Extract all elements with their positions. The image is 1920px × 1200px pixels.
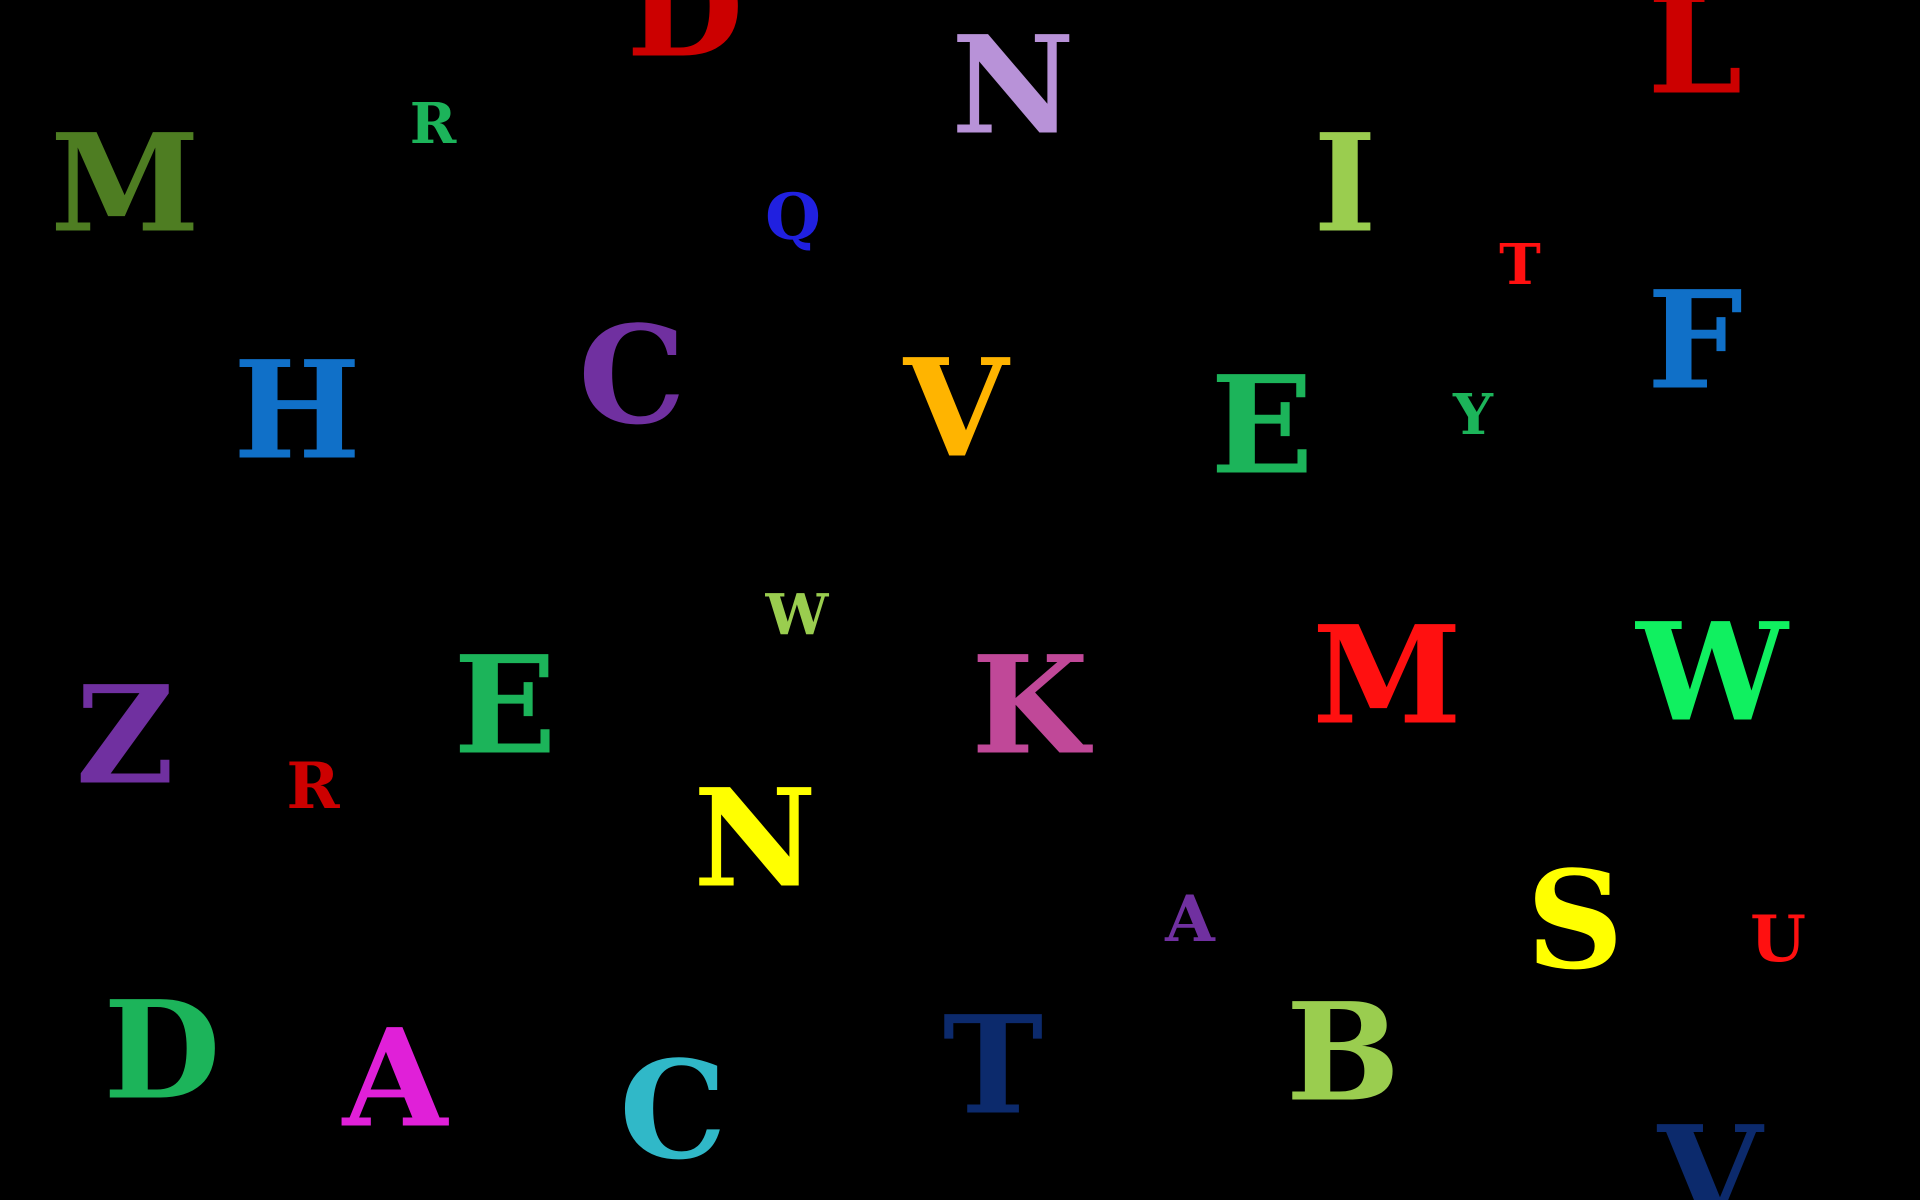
letter-w-small: W — [765, 582, 829, 648]
letter-t-small: T — [1499, 232, 1541, 298]
letter-u-small: U — [1750, 902, 1806, 977]
letter-d-top: D — [626, 0, 744, 88]
letter-w-large: W — [1636, 592, 1788, 752]
letter-m-right: M — [1312, 595, 1462, 755]
letter-v-bottom: V — [1657, 1095, 1763, 1200]
letter-l-top: L — [1647, 0, 1743, 125]
letter-b: B — [1285, 972, 1401, 1132]
letter-c-bottom: C — [619, 1030, 727, 1190]
letter-r-small-top: R — [409, 91, 457, 157]
letter-f: F — [1647, 260, 1743, 420]
letter-t-bottom: T — [942, 985, 1044, 1145]
letter-n-mid: N — [693, 758, 817, 918]
letter-v-mid: V — [903, 328, 1009, 488]
letter-s: S — [1526, 840, 1624, 1000]
letter-h: H — [233, 330, 361, 490]
letter-e-mid: E — [1210, 345, 1314, 505]
letter-r-small-left: R — [286, 749, 340, 824]
letter-d-bottom: D — [103, 970, 221, 1130]
letter-y-small: Y — [1453, 382, 1493, 448]
letter-i: I — [1313, 103, 1377, 263]
letter-e-left: E — [453, 625, 557, 785]
letter-m-left: M — [50, 103, 200, 263]
letter-a-small: A — [1165, 882, 1215, 957]
letter-a-bottom: A — [342, 998, 448, 1158]
letter-q-small: Q — [765, 180, 821, 255]
letter-z: Z — [75, 655, 175, 815]
letter-c-mid: C — [578, 295, 686, 455]
letter-k: K — [971, 625, 1089, 785]
letter-n-top: N — [951, 5, 1075, 165]
